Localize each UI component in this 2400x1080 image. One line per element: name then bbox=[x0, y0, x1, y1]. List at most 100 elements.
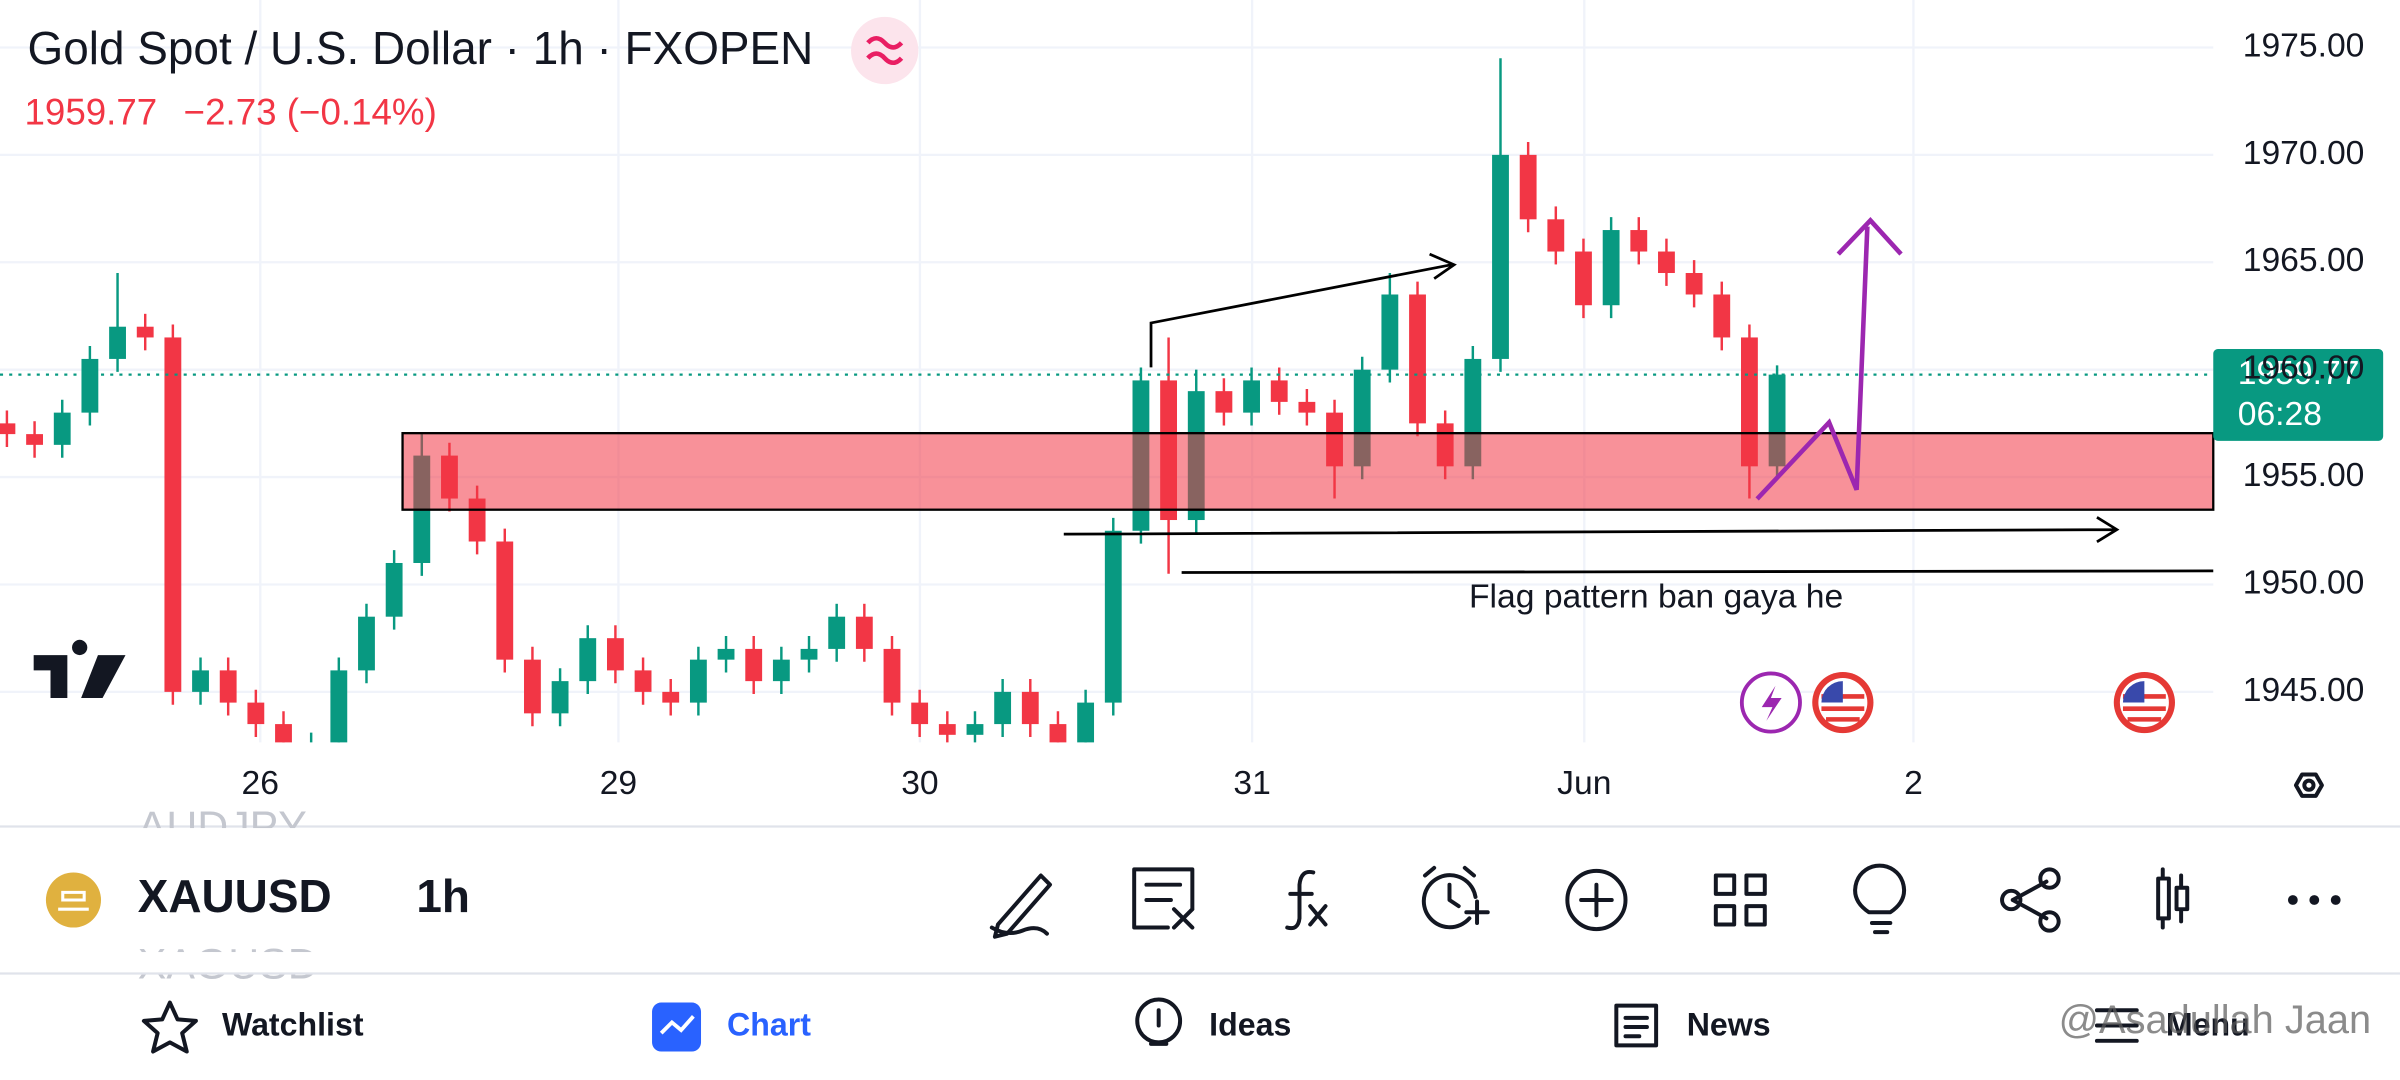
projection-arrow bbox=[1755, 217, 1903, 501]
y-tick-label: 1950.00 bbox=[2243, 564, 2365, 601]
x-tick-label: 2 bbox=[1904, 765, 1923, 802]
nav-item[interactable]: Ideas bbox=[1209, 1007, 1291, 1043]
indicators[interactable] bbox=[1285, 869, 1328, 931]
menu-icon[interactable] bbox=[2094, 1008, 2139, 1043]
candle-body bbox=[358, 616, 375, 671]
candle-body bbox=[1575, 251, 1592, 306]
candle-body bbox=[1298, 401, 1316, 413]
add[interactable] bbox=[1565, 868, 1628, 932]
candle-body bbox=[1077, 702, 1095, 743]
candle-body bbox=[524, 659, 541, 714]
flag-arrow bbox=[1063, 516, 2120, 544]
share[interactable] bbox=[2010, 879, 2049, 921]
more[interactable] bbox=[2287, 895, 2298, 905]
indicator-icon bbox=[866, 35, 904, 66]
candle-body bbox=[247, 702, 265, 725]
y-tick-label: 1960.00 bbox=[2243, 350, 2365, 387]
event-icon bbox=[1761, 685, 1782, 721]
candle-body bbox=[606, 638, 624, 671]
event-icon bbox=[1812, 671, 1874, 734]
toolbar bbox=[989, 863, 2341, 939]
nav-item[interactable]: Watchlist bbox=[222, 1007, 364, 1043]
candle-body bbox=[330, 670, 348, 743]
annotation: Flag pattern ban gaya he bbox=[1469, 578, 1843, 615]
trend-arrow bbox=[1149, 252, 1457, 368]
chart-title: Gold Spot / U.S. Dollar · 1h · FXOPEN bbox=[28, 22, 814, 74]
candle-body bbox=[662, 691, 680, 703]
last-price: 1959.77 bbox=[2238, 355, 2360, 392]
candle-body bbox=[219, 670, 237, 703]
candle-body bbox=[1381, 294, 1399, 370]
candle-body bbox=[275, 724, 292, 743]
candle-body bbox=[855, 616, 873, 649]
nav-item[interactable]: News bbox=[1687, 1007, 1771, 1043]
candle-body bbox=[1519, 154, 1537, 220]
grid bbox=[0, 0, 2214, 743]
news-icon[interactable] bbox=[1614, 1003, 1659, 1048]
candle-body bbox=[800, 648, 818, 660]
watermark: @Asadullah Jaan bbox=[2059, 998, 2371, 1042]
candle-body bbox=[579, 638, 597, 682]
candle-body bbox=[385, 562, 403, 617]
candle-body bbox=[883, 648, 901, 703]
y-tick-label: 1975.00 bbox=[2243, 27, 2365, 64]
candle-body bbox=[1602, 230, 1620, 306]
candle-body bbox=[551, 681, 569, 714]
y-tick-label: 1945.00 bbox=[2243, 672, 2365, 709]
indicator-button[interactable] bbox=[851, 16, 919, 85]
x-tick-label: 31 bbox=[1233, 765, 1270, 802]
candle-body bbox=[1104, 530, 1122, 703]
candle-body bbox=[192, 670, 209, 692]
x-tick-label: 30 bbox=[901, 765, 938, 802]
candle-body bbox=[1492, 154, 1509, 359]
drawings bbox=[1063, 252, 2214, 574]
x-tick-label: Jun bbox=[1557, 765, 1611, 802]
candle-body bbox=[81, 358, 99, 413]
candle-body bbox=[1409, 294, 1426, 424]
settings-icon[interactable] bbox=[2293, 772, 2324, 798]
candle-body bbox=[966, 724, 984, 735]
interval[interactable]: 1h bbox=[416, 870, 470, 922]
candles bbox=[0, 58, 1786, 743]
candle-body bbox=[1658, 251, 1675, 274]
candle-body bbox=[1685, 273, 1703, 295]
candle-body bbox=[1243, 380, 1260, 413]
candle-body bbox=[938, 724, 956, 735]
event-icon bbox=[2113, 671, 2175, 734]
watchlist-icon[interactable] bbox=[141, 1000, 198, 1054]
candle-body bbox=[994, 691, 1012, 725]
x-tick-label: 29 bbox=[600, 765, 637, 802]
countdown: 06:28 bbox=[2238, 396, 2322, 433]
candle-body bbox=[1713, 294, 1731, 338]
candle-body bbox=[1270, 380, 1288, 402]
ideas-tool[interactable] bbox=[1853, 863, 1907, 935]
settings-icon[interactable] bbox=[2302, 778, 2316, 792]
alert[interactable] bbox=[1421, 865, 1490, 930]
y-tick-label: 1965.00 bbox=[2243, 242, 2365, 279]
candle-body bbox=[911, 702, 929, 725]
candle-body bbox=[1547, 219, 1565, 252]
candle-body bbox=[634, 670, 652, 692]
header-change: −2.73 (−0.14%) bbox=[184, 91, 437, 132]
y-tick-label: 1970.00 bbox=[2243, 135, 2365, 172]
candle-body bbox=[53, 412, 71, 445]
draw-tool[interactable] bbox=[989, 873, 1052, 939]
nav-item[interactable]: Chart bbox=[727, 1007, 811, 1043]
chart-style[interactable] bbox=[2156, 867, 2190, 930]
nav-item[interactable]: Menu bbox=[2166, 1007, 2250, 1043]
tv-logo bbox=[33, 639, 126, 698]
candle-body bbox=[828, 616, 846, 649]
candle-body bbox=[1630, 230, 1648, 252]
symbol[interactable]: XAUUSD bbox=[138, 870, 332, 922]
candle-body bbox=[717, 648, 735, 660]
last-price-box bbox=[2213, 348, 2384, 441]
candle-body bbox=[109, 326, 126, 359]
candle-body bbox=[0, 423, 16, 435]
candle-body bbox=[164, 337, 182, 692]
zone bbox=[401, 432, 2215, 511]
layouts[interactable] bbox=[1713, 873, 1767, 927]
delete-drawings[interactable] bbox=[1132, 867, 1195, 930]
candle-body bbox=[1215, 391, 1233, 413]
candle-body bbox=[496, 541, 514, 660]
